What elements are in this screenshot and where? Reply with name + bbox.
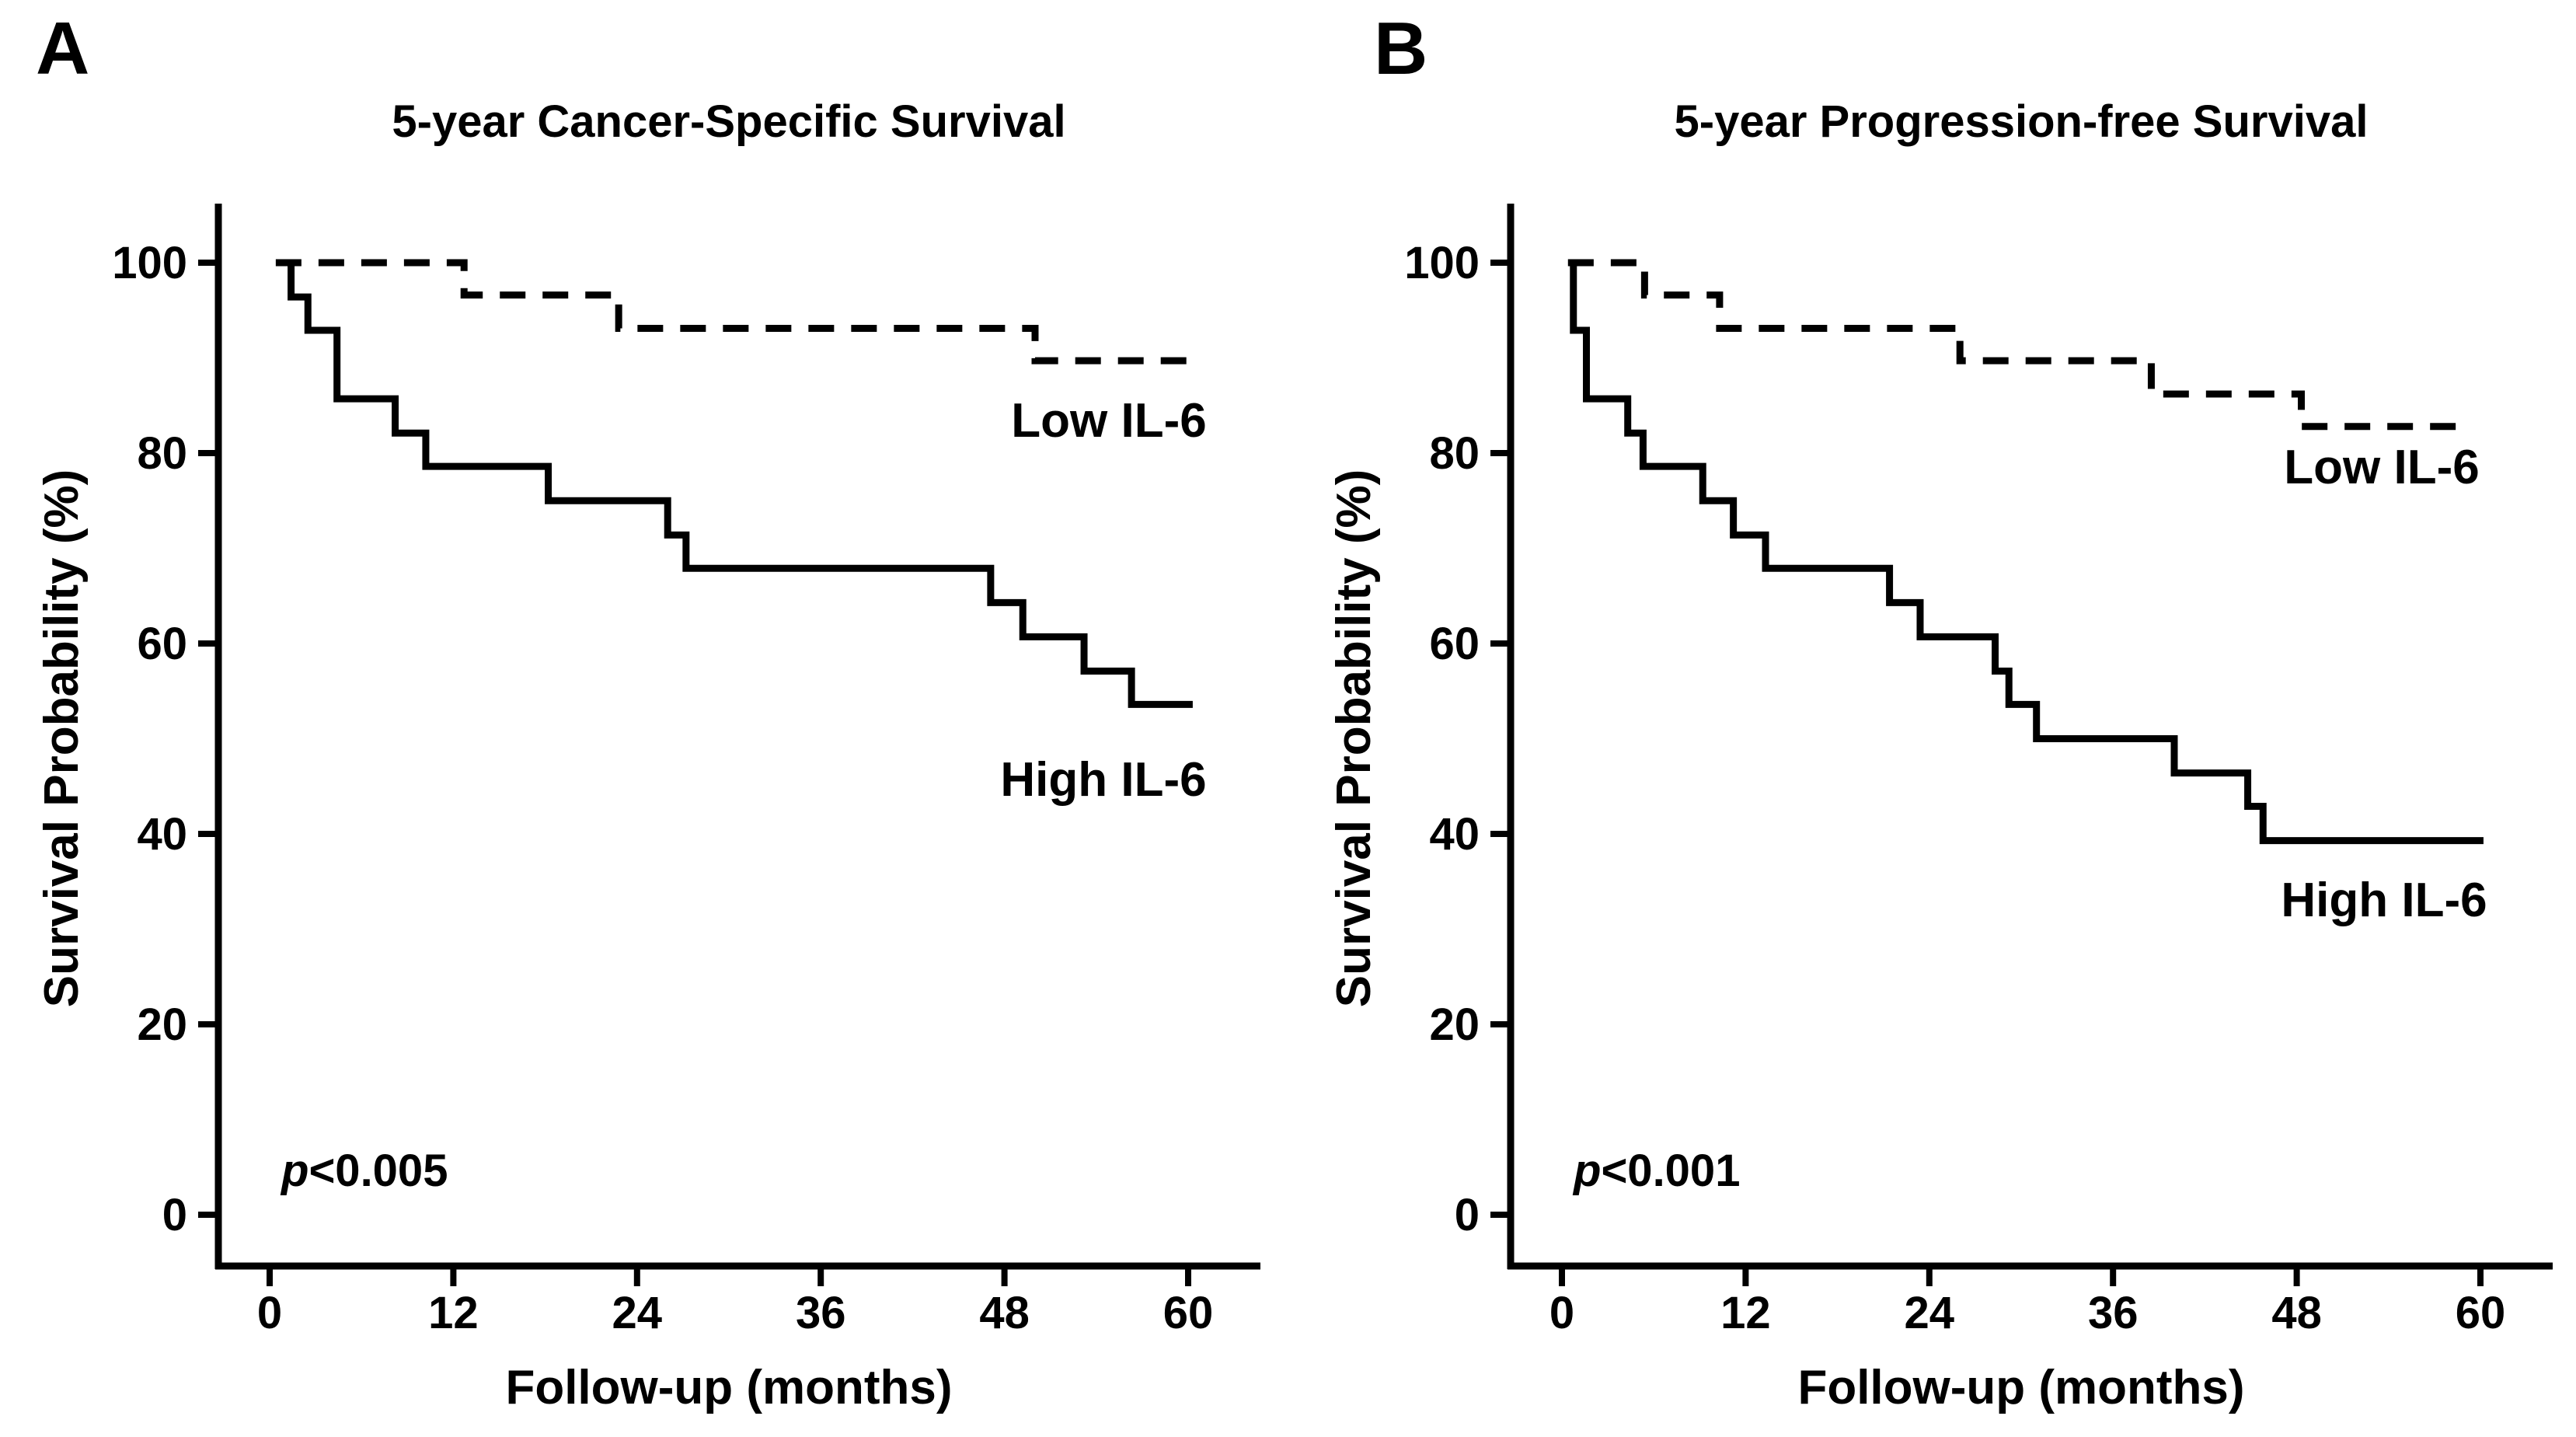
high-il-6-curve [1567, 259, 2484, 845]
panel-a-low-il6-label: Low IL-6 [1011, 394, 1206, 448]
panel-b: B 5-year Progression-free Survival Survi… [1327, 7, 2553, 1414]
x-tick-label: 24 [612, 1288, 663, 1338]
panel-a-plot-area: 0 20 40 60 80 100 0 12 24 36 48 60 [112, 204, 1260, 1338]
panel-a-high-il6-label: High IL-6 [1000, 753, 1206, 807]
x-tick-label: 60 [1163, 1288, 1214, 1338]
x-tick-label: 36 [2088, 1288, 2139, 1338]
high-il-6-curve [277, 259, 1193, 708]
y-tick-label: 100 [1404, 238, 1480, 288]
low-il-6-curve [1567, 259, 2463, 431]
panel-b-letter: B [1374, 7, 1427, 90]
panel-a-letter: A [36, 7, 89, 90]
panel-b-high-il6-label: High IL-6 [2281, 874, 2487, 927]
x-tick-label: 12 [1720, 1288, 1771, 1338]
y-tick-label: 20 [137, 999, 187, 1050]
y-tick-label: 40 [137, 809, 187, 860]
y-tick-label: 100 [112, 238, 187, 288]
x-tick-label: 48 [979, 1288, 1030, 1338]
panel-a-p-value: p<0.005 [280, 1146, 448, 1196]
y-tick-label: 60 [137, 619, 187, 669]
x-tick-label: 36 [796, 1288, 846, 1338]
y-tick-label: 0 [162, 1190, 187, 1240]
y-tick-label: 80 [1429, 428, 1480, 479]
x-tick-label: 0 [257, 1288, 282, 1338]
panel-b-x-axis-label: Follow-up (months) [1797, 1361, 2244, 1414]
panel-b-low-il6-label: Low IL-6 [2284, 441, 2479, 494]
x-tick-label: 24 [1905, 1288, 1955, 1338]
y-tick-label: 60 [1429, 619, 1480, 669]
panel-b-title: 5-year Progression-free Survival [1675, 96, 2369, 147]
x-tick-label: 12 [428, 1288, 479, 1338]
y-tick-label: 0 [1455, 1190, 1480, 1240]
panel-a-x-axis-label: Follow-up (months) [505, 1361, 952, 1414]
low-il-6-curve [275, 259, 1196, 364]
panel-a-y-axis-label: Survival Probability (%) [35, 469, 89, 1008]
x-tick-label: 60 [2456, 1288, 2506, 1338]
panel-b-y-axis-label: Survival Probability (%) [1327, 469, 1381, 1008]
panel-b-p-value: p<0.001 [1572, 1146, 1740, 1196]
panel-b-plot-area: 0 20 40 60 80 100 0 12 24 36 48 60 [1404, 204, 2553, 1338]
x-tick-label: 48 [2271, 1288, 2322, 1338]
y-tick-label: 40 [1429, 809, 1480, 860]
x-tick-label: 0 [1549, 1288, 1574, 1338]
panel-a-title: 5-year Cancer-Specific Survival [392, 96, 1065, 147]
y-tick-label: 80 [137, 428, 187, 479]
y-tick-label: 20 [1429, 999, 1480, 1050]
panel-a: A 5-year Cancer-Specific Survival Surviv… [35, 7, 1260, 1414]
